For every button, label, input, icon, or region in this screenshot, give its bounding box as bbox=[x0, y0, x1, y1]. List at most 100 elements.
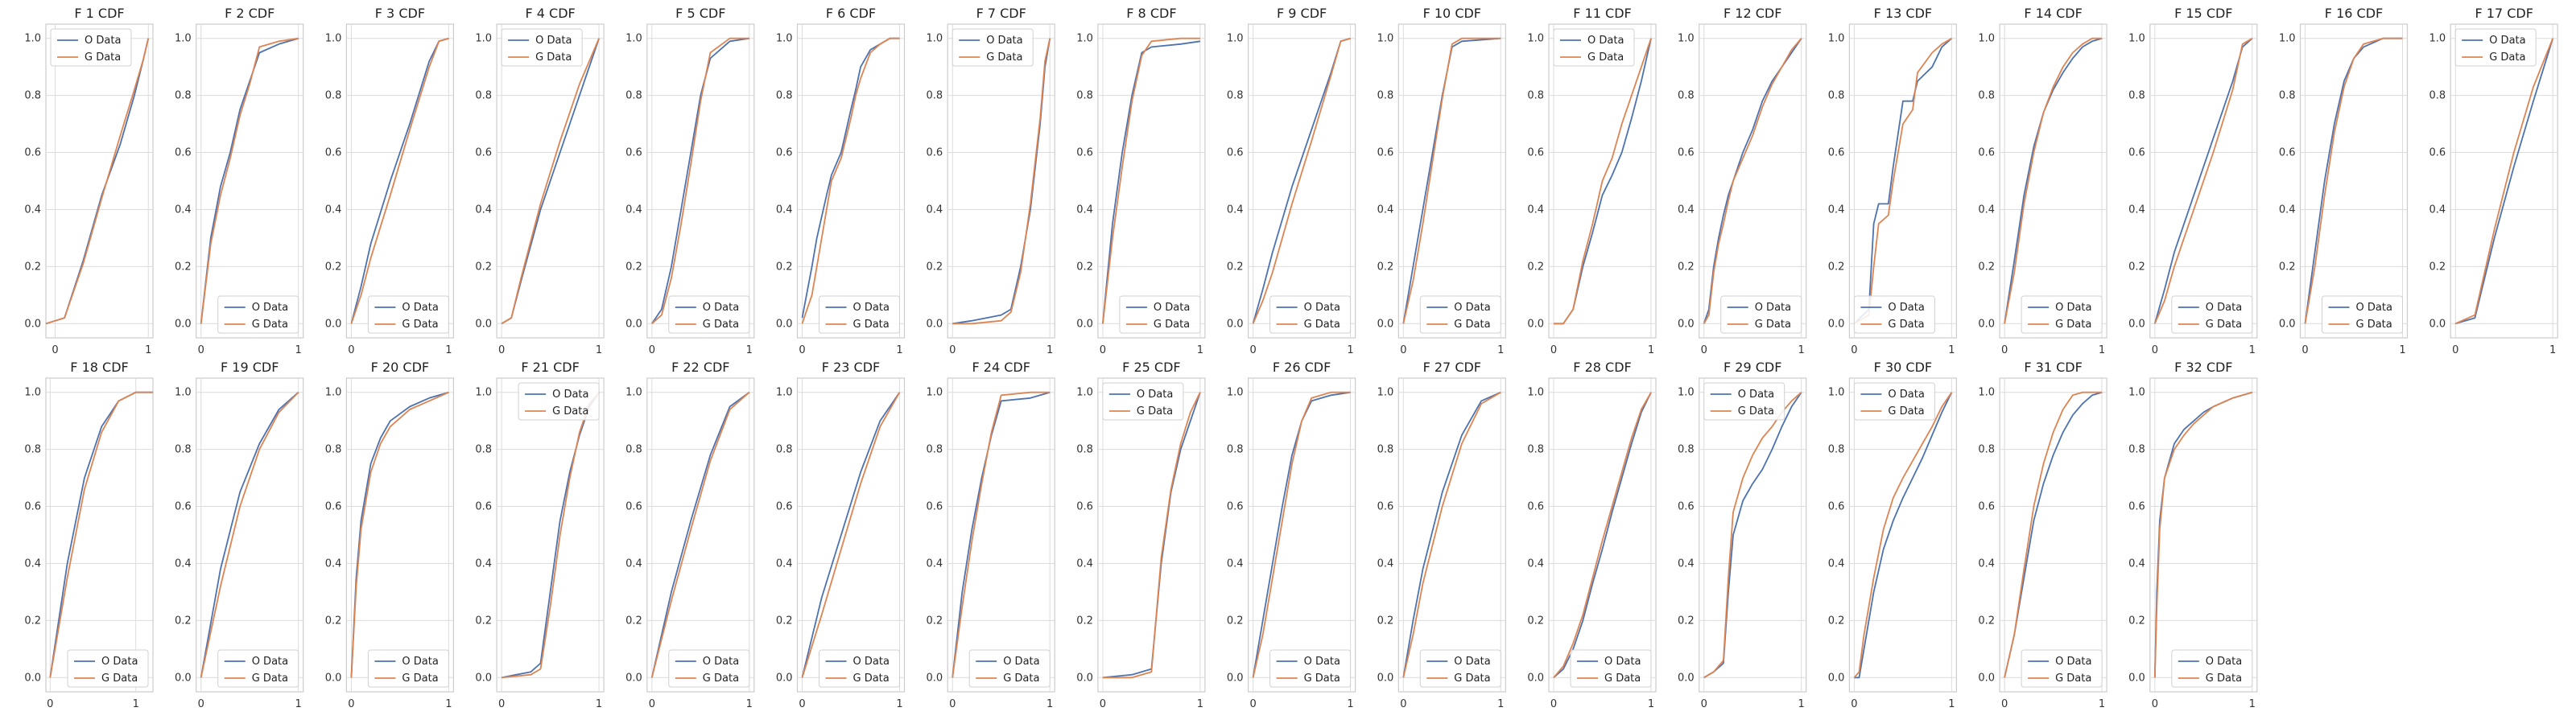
legend: O Data G Data bbox=[518, 382, 600, 421]
y-tick-label: 0.0 bbox=[475, 318, 492, 330]
plot-frame bbox=[2149, 377, 2258, 693]
series-g-data-line bbox=[2004, 37, 2103, 324]
y-tick-label: 0.2 bbox=[175, 261, 192, 273]
cdf-panel-27: 0.0 0.2 0.4 0.6 0.8 1.0 0 1 F 27 CDF O Data G Data bbox=[1377, 360, 1506, 710]
y-tick-label: 0.2 bbox=[2128, 615, 2145, 627]
y-tick-label: 0.4 bbox=[1227, 557, 1244, 570]
y-tick-label: 0.6 bbox=[1828, 147, 1845, 159]
y-tick-label: 1.0 bbox=[475, 387, 492, 399]
x-tick-label: 1 bbox=[896, 698, 902, 710]
series-g-data-line bbox=[2304, 37, 2403, 324]
legend-label: O Data bbox=[1454, 656, 1490, 668]
series-g-data-line bbox=[2153, 391, 2253, 678]
y-tick-label: 1.0 bbox=[2128, 33, 2145, 45]
y-tick-label: 0.6 bbox=[2279, 147, 2296, 159]
y-tick-label: 1.0 bbox=[1527, 33, 1544, 45]
y-tick-label: 0.6 bbox=[1828, 501, 1845, 513]
y-tick-label: 0.0 bbox=[1227, 672, 1244, 684]
y-tick-label: 0.6 bbox=[2128, 147, 2145, 159]
y-tick-label: 0.8 bbox=[475, 444, 492, 456]
y-tick-label: 0.6 bbox=[475, 147, 492, 159]
series-g-data-line bbox=[1853, 392, 1953, 678]
y-tick-label: 0.4 bbox=[1828, 557, 1845, 570]
series-g-data-line bbox=[1402, 37, 1501, 324]
series-g-data-line bbox=[650, 392, 750, 678]
plot-frame bbox=[196, 23, 304, 339]
plot-frame bbox=[796, 23, 906, 339]
legend-label: O Data bbox=[85, 35, 121, 47]
legend-label: G Data bbox=[703, 673, 739, 685]
x-tick-label: 0 bbox=[2001, 344, 2008, 356]
y-tick-label: 1.0 bbox=[325, 33, 342, 45]
y-tick-label: 0.6 bbox=[1527, 147, 1544, 159]
x-tick-label: 0 bbox=[498, 698, 505, 710]
y-tick-label: 0.0 bbox=[927, 672, 943, 684]
y-tick-label: 1.0 bbox=[927, 33, 943, 45]
legend-label: O Data bbox=[1755, 302, 1791, 314]
x-tick-label: 1 bbox=[896, 344, 902, 356]
y-tick-label: 0.8 bbox=[2128, 444, 2145, 456]
x-tick-label: 0 bbox=[1701, 344, 1707, 356]
x-tick-label: 0 bbox=[198, 698, 204, 710]
y-tick-label: 0.2 bbox=[1527, 615, 1544, 627]
y-tick-label: 0.2 bbox=[1227, 261, 1244, 273]
legend-label: O Data bbox=[2055, 656, 2091, 668]
x-tick-label: 1 bbox=[295, 698, 302, 710]
legend: O Data G Data bbox=[1720, 295, 1802, 334]
y-tick-label: 1.0 bbox=[1978, 33, 1995, 45]
series-g-data-line bbox=[2153, 37, 2253, 324]
y-tick-label: 0.2 bbox=[1678, 615, 1695, 627]
y-tick-label: 0.0 bbox=[776, 318, 793, 330]
legend: O Data G Data bbox=[2171, 649, 2253, 688]
legend: O Data G Data bbox=[2171, 295, 2253, 334]
chart-title: F 14 CDF bbox=[2024, 6, 2082, 21]
y-tick-label: 0.0 bbox=[1978, 318, 1995, 330]
y-tick-label: 0.6 bbox=[24, 501, 41, 513]
series-g-data-line bbox=[2004, 391, 2103, 678]
y-tick-label: 0.8 bbox=[1527, 444, 1544, 456]
legend-label: G Data bbox=[1888, 319, 1924, 331]
series-o-data-line bbox=[1703, 392, 1802, 679]
y-tick-label: 0.6 bbox=[776, 501, 793, 513]
cdf-panel-3: 0.0 0.2 0.4 0.6 0.8 1.0 0 1 F 3 CDF O Data G Data bbox=[325, 6, 454, 356]
y-tick-label: 0.0 bbox=[2128, 318, 2145, 330]
x-tick-label: 1 bbox=[2399, 344, 2405, 356]
x-tick-label: 0 bbox=[2301, 344, 2308, 356]
x-tick-label: 1 bbox=[1948, 344, 1955, 356]
plot-frame bbox=[1247, 23, 1356, 339]
legend-label: O Data bbox=[252, 656, 288, 668]
legend: O Data G Data bbox=[968, 649, 1051, 688]
x-tick-label: 0 bbox=[1100, 698, 1106, 710]
legend-label: G Data bbox=[2356, 319, 2392, 331]
y-tick-label: 0.6 bbox=[2429, 147, 2446, 159]
legend: O Data G Data bbox=[501, 28, 583, 67]
x-tick-label: 0 bbox=[2152, 698, 2158, 710]
legend-label: G Data bbox=[402, 319, 438, 331]
x-tick-label: 0 bbox=[799, 344, 805, 356]
y-tick-label: 0.2 bbox=[175, 615, 192, 627]
y-tick-label: 0.8 bbox=[325, 444, 342, 456]
x-tick-label: 1 bbox=[1648, 698, 1654, 710]
y-tick-label: 0.8 bbox=[1978, 444, 1995, 456]
x-tick-label: 0 bbox=[2452, 344, 2458, 356]
y-tick-label: 0.4 bbox=[1076, 204, 1093, 216]
y-tick-label: 1.0 bbox=[1678, 33, 1695, 45]
y-tick-label: 0.2 bbox=[475, 615, 492, 627]
cdf-panel-22: 0.0 0.2 0.4 0.6 0.8 1.0 0 1 F 22 CDF O Data G Data bbox=[625, 360, 755, 710]
y-tick-label: 0.8 bbox=[625, 90, 642, 102]
legend: O Data G Data bbox=[668, 295, 750, 334]
legend: O Data G Data bbox=[1269, 295, 1352, 334]
y-tick-label: 0.0 bbox=[2128, 672, 2145, 684]
series-o-data-line bbox=[2454, 38, 2554, 325]
y-tick-label: 0.6 bbox=[1978, 147, 1995, 159]
cdf-panel-26: 0.0 0.2 0.4 0.6 0.8 1.0 0 1 F 26 CDF O Data G Data bbox=[1227, 360, 1356, 710]
y-tick-label: 0.2 bbox=[625, 261, 642, 273]
chart-title: F 20 CDF bbox=[371, 360, 429, 375]
y-tick-label: 0.4 bbox=[2279, 204, 2296, 216]
series-g-data-line bbox=[1402, 391, 1501, 678]
y-tick-label: 0.0 bbox=[325, 672, 342, 684]
series-g-data-line bbox=[1853, 37, 1952, 325]
y-tick-label: 1.0 bbox=[2279, 33, 2296, 45]
y-tick-label: 0.0 bbox=[1828, 672, 1845, 684]
x-tick-label: 1 bbox=[295, 344, 302, 356]
